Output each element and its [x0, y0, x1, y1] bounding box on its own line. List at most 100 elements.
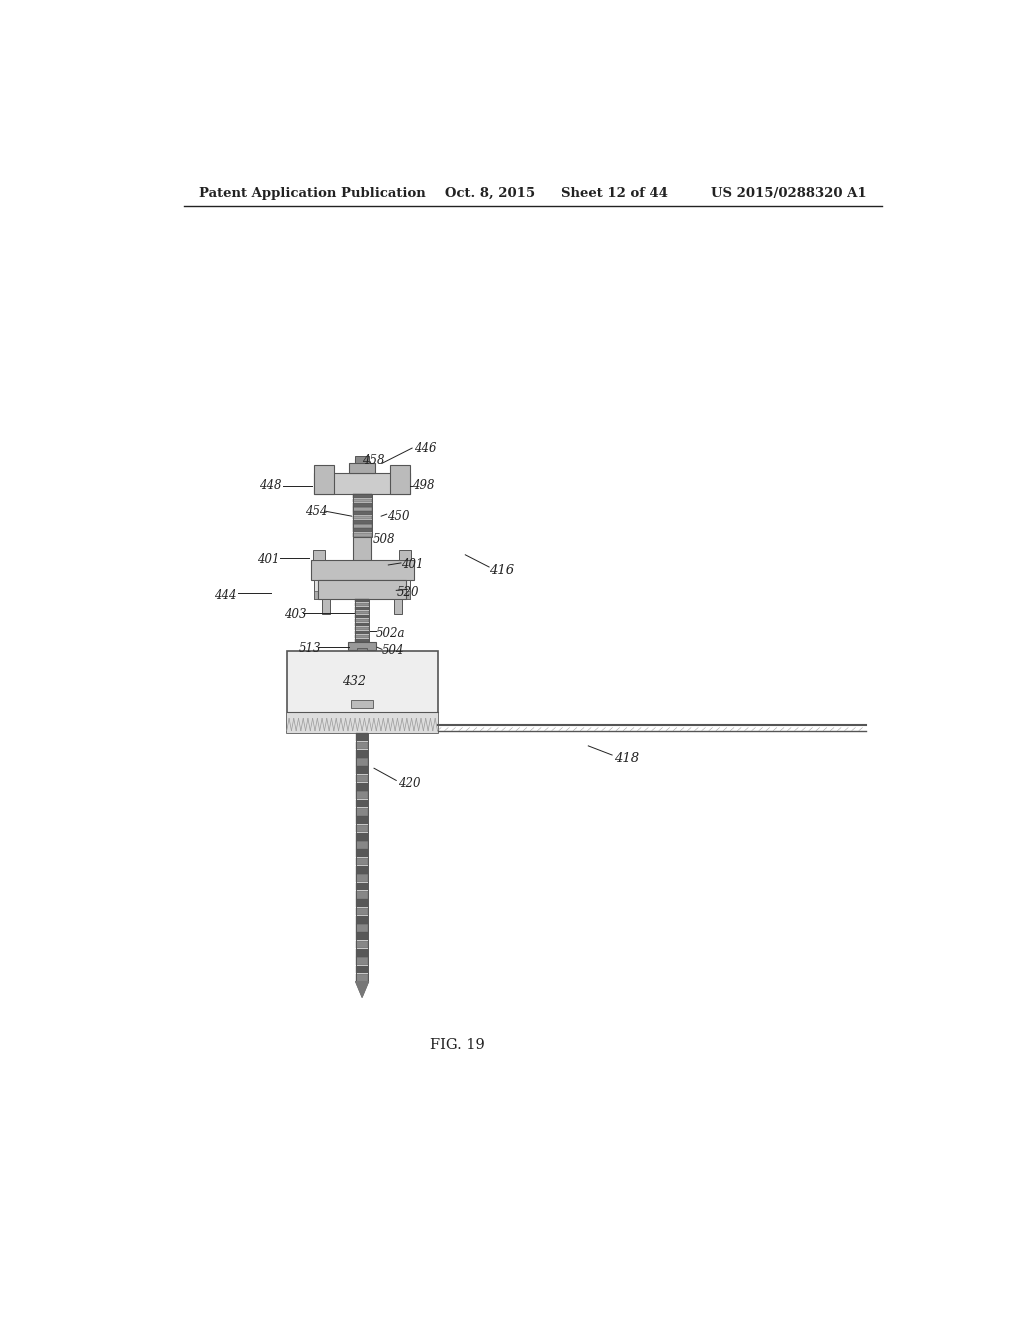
Bar [355, 623, 370, 627]
Bar [355, 850, 369, 857]
Bar [355, 607, 370, 610]
Text: 502a: 502a [376, 627, 406, 640]
Text: 448: 448 [259, 479, 282, 492]
Bar [287, 713, 437, 733]
Bar [348, 643, 377, 651]
Bar [355, 816, 369, 824]
Bar [314, 591, 329, 598]
Bar [355, 966, 369, 973]
Bar [355, 874, 369, 882]
Bar [355, 767, 369, 774]
Bar [355, 733, 369, 982]
Text: 416: 416 [489, 564, 514, 577]
Bar [355, 899, 369, 907]
Bar [355, 833, 369, 841]
Bar [355, 635, 370, 639]
Bar [355, 643, 370, 647]
Bar [355, 631, 370, 635]
Bar [355, 742, 369, 750]
Text: 418: 418 [614, 751, 640, 764]
Bar [323, 598, 331, 614]
Bar [355, 615, 370, 618]
Bar [314, 466, 334, 494]
Text: 432: 432 [342, 676, 367, 688]
Bar [355, 825, 369, 833]
Text: 403: 403 [284, 609, 306, 622]
Bar [355, 866, 369, 874]
Bar [355, 974, 369, 982]
Bar [352, 524, 372, 528]
Bar [355, 758, 369, 766]
Bar [352, 503, 372, 507]
Bar [352, 533, 372, 536]
Bar [355, 800, 369, 808]
Text: 444: 444 [214, 589, 237, 602]
Bar [355, 619, 370, 623]
Bar [355, 924, 369, 932]
Bar [355, 941, 369, 949]
Text: Patent Application Publication: Patent Application Publication [200, 187, 426, 201]
Bar [395, 591, 410, 598]
Bar [355, 598, 370, 647]
Text: 450: 450 [387, 510, 410, 523]
Bar [355, 891, 369, 899]
Bar [352, 507, 372, 511]
Text: 401: 401 [401, 558, 424, 572]
Bar [355, 883, 369, 891]
Text: 513: 513 [299, 642, 322, 655]
Text: 420: 420 [397, 777, 420, 789]
Bar [355, 841, 369, 849]
Bar [355, 459, 370, 474]
Bar [353, 536, 371, 585]
Bar [390, 466, 410, 494]
Bar [355, 908, 369, 915]
Text: 520: 520 [396, 586, 419, 599]
Bar [394, 598, 401, 614]
Bar [351, 700, 373, 709]
Bar [313, 549, 325, 560]
Bar [318, 581, 406, 598]
Bar [355, 750, 369, 758]
Bar [355, 957, 369, 965]
Bar [352, 511, 372, 515]
Bar [352, 494, 372, 498]
Text: FIG. 19: FIG. 19 [430, 1038, 484, 1052]
Bar [355, 627, 370, 631]
Text: 446: 446 [414, 442, 436, 454]
Bar [355, 808, 369, 816]
Text: Sheet 12 of 44: Sheet 12 of 44 [560, 187, 668, 201]
Bar [352, 494, 372, 536]
Text: 401: 401 [257, 553, 280, 566]
Bar [355, 599, 370, 602]
Text: 498: 498 [412, 479, 434, 492]
Bar [355, 603, 370, 606]
Bar [349, 463, 375, 474]
Bar [355, 775, 369, 783]
Text: Oct. 8, 2015: Oct. 8, 2015 [445, 187, 536, 201]
Bar [355, 916, 369, 924]
Bar [355, 792, 369, 799]
Bar [355, 858, 369, 866]
Text: US 2015/0288320 A1: US 2015/0288320 A1 [712, 187, 867, 201]
Bar [355, 611, 370, 614]
Bar [352, 520, 372, 524]
Bar [355, 457, 370, 463]
Bar [352, 528, 372, 532]
Bar [357, 648, 367, 655]
Bar [355, 949, 369, 957]
Bar [355, 733, 369, 741]
Bar [399, 549, 412, 560]
Bar [314, 581, 329, 598]
Polygon shape [355, 982, 369, 997]
Bar [310, 560, 414, 581]
Bar [287, 651, 437, 733]
Bar [352, 516, 372, 520]
Bar [352, 499, 372, 503]
Text: 458: 458 [362, 454, 385, 467]
Bar [355, 639, 370, 643]
Bar [355, 783, 369, 791]
Bar [314, 474, 410, 494]
Text: 454: 454 [305, 504, 328, 517]
Text: 504: 504 [382, 644, 404, 657]
Bar [355, 932, 369, 940]
